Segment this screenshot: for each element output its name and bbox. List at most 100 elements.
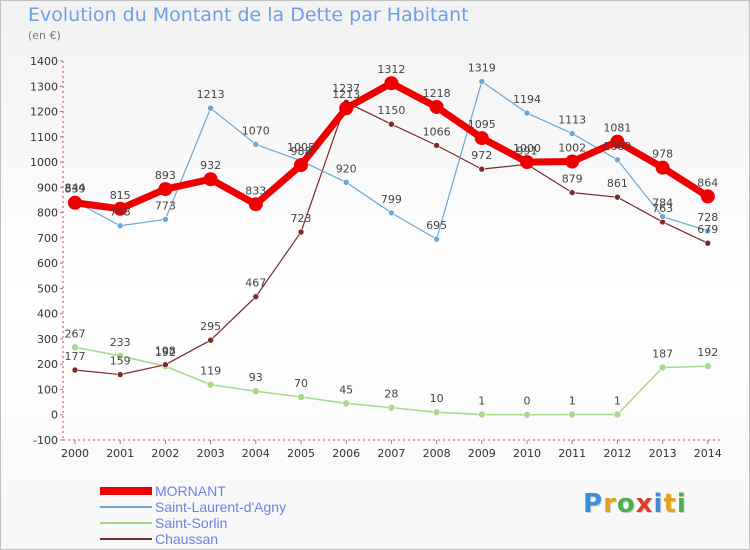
legend-item-saint-sorlin: Saint-Sorlin <box>100 515 400 531</box>
data-point-chaussan <box>297 228 305 236</box>
data-label-chaussan: 1066 <box>423 125 451 138</box>
data-point-saint-sorlin <box>613 410 622 419</box>
data-point-mornant <box>565 154 580 169</box>
data-label-saint-laurent-d-agny: 1319 <box>468 61 496 74</box>
data-point-mornant <box>203 172 218 187</box>
data-label-mornant: 833 <box>245 184 266 197</box>
data-label-saint-laurent-d-agny: 728 <box>697 211 718 224</box>
data-label-mornant: 1000 <box>513 142 541 155</box>
data-point-mornant <box>610 134 625 149</box>
data-label-mornant: 988 <box>291 145 312 158</box>
legend-item-saint-laurent-d-agny: Saint-Laurent-d'Agny <box>100 499 400 515</box>
data-point-saint-laurent-d-agny <box>252 141 260 148</box>
legend: MORNANT Saint-Laurent-d'Agny Saint-Sorli… <box>100 483 400 547</box>
data-point-saint-laurent-d-agny <box>523 109 531 117</box>
data-label-mornant: 893 <box>155 169 176 182</box>
data-point-saint-laurent-d-agny <box>116 222 124 230</box>
data-label-mornant: 1218 <box>423 87 451 100</box>
proxiti-logo: Proxiti <box>583 489 687 519</box>
legend-label-saint-laurent-d-agny: Saint-Laurent-d'Agny <box>155 499 287 515</box>
data-point-saint-laurent-d-agny <box>433 235 440 243</box>
data-label-mornant: 864 <box>697 176 718 189</box>
data-point-saint-sorlin <box>342 399 351 408</box>
y-tick-label: 1400 <box>30 55 58 68</box>
data-point-saint-laurent-d-agny <box>207 104 214 112</box>
data-label-mornant: 1095 <box>468 118 496 131</box>
data-point-saint-sorlin <box>658 363 667 372</box>
y-tick-label: 1100 <box>30 131 58 144</box>
data-label-saint-sorlin: 1 <box>478 394 485 407</box>
data-point-saint-laurent-d-agny <box>614 156 621 164</box>
data-label-saint-sorlin: 233 <box>110 336 131 349</box>
data-point-saint-sorlin <box>297 393 305 401</box>
y-tick-label: 100 <box>37 383 58 396</box>
data-label-saint-sorlin: 10 <box>430 392 444 405</box>
data-label-chaussan: 1237 <box>332 82 360 95</box>
data-label-chaussan: 679 <box>697 223 718 236</box>
legend-swatch-saint-sorlin <box>100 522 152 524</box>
data-label-mornant: 932 <box>200 159 221 172</box>
data-point-mornant <box>339 101 354 116</box>
legend-label-chaussan: Chaussan <box>155 531 219 547</box>
data-label-mornant: 1002 <box>558 142 586 155</box>
data-label-mornant: 1081 <box>603 122 631 135</box>
x-tick-label: 2004 <box>242 447 270 460</box>
data-label-saint-sorlin: 192 <box>697 346 718 359</box>
x-tick-label: 2011 <box>558 447 586 460</box>
data-point-saint-sorlin <box>116 352 124 360</box>
data-label-saint-laurent-d-agny: 695 <box>426 219 447 232</box>
data-point-saint-laurent-d-agny <box>162 216 169 223</box>
x-tick-label: 2001 <box>106 447 134 460</box>
chart-title: Evolution du Montant de la Dette par Hab… <box>28 4 469 26</box>
data-label-mornant: 815 <box>110 189 131 202</box>
data-point-chaussan <box>433 142 440 149</box>
data-label-saint-sorlin: 119 <box>200 365 221 378</box>
x-tick-label: 2009 <box>468 447 496 460</box>
data-label-chaussan: 972 <box>471 149 492 162</box>
data-label-saint-laurent-d-agny: 1194 <box>513 93 541 106</box>
x-tick-label: 2007 <box>377 447 405 460</box>
data-label-mornant: 1312 <box>377 63 405 76</box>
data-label-chaussan: 861 <box>607 177 628 190</box>
data-point-saint-laurent-d-agny <box>568 130 576 137</box>
data-label-chaussan: 177 <box>65 350 86 363</box>
data-label-mornant: 1213 <box>332 88 360 101</box>
y-tick-label: 500 <box>37 282 58 295</box>
data-label-mornant: 978 <box>652 148 673 161</box>
y-tick-label: 1300 <box>30 80 58 93</box>
data-label-chaussan: 295 <box>200 320 221 333</box>
y-tick-label: 900 <box>37 181 58 194</box>
data-point-saint-laurent-d-agny <box>659 213 666 220</box>
data-point-mornant <box>68 195 82 210</box>
data-point-mornant <box>248 197 263 212</box>
data-label-saint-laurent-d-agny: 1070 <box>242 124 270 137</box>
data-point-mornant <box>158 182 173 197</box>
data-label-saint-laurent-d-agny: 1005 <box>287 141 315 154</box>
data-label-saint-sorlin: 1 <box>614 394 621 407</box>
legend-item-chaussan: Chaussan <box>100 531 400 547</box>
data-label-saint-laurent-d-agny: 784 <box>652 197 673 210</box>
series-mornant <box>68 76 715 216</box>
y-tick-label: -100 <box>33 434 58 447</box>
data-point-saint-sorlin <box>71 343 79 352</box>
y-tick-label: 800 <box>37 207 58 220</box>
data-label-chaussan: 991 <box>517 144 538 157</box>
data-point-chaussan <box>252 293 260 301</box>
data-point-saint-sorlin <box>703 362 712 371</box>
data-label-saint-sorlin: 267 <box>65 327 86 340</box>
data-label-saint-laurent-d-agny: 799 <box>381 193 402 206</box>
data-label-saint-sorlin: 187 <box>652 347 673 360</box>
data-point-chaussan <box>116 371 124 378</box>
x-tick-label: 2000 <box>61 447 89 460</box>
y-tick-label: 1200 <box>30 106 58 119</box>
data-label-mornant: 839 <box>65 183 86 196</box>
data-label-saint-sorlin: 1 <box>569 394 576 407</box>
y-tick-label: 1000 <box>30 156 58 169</box>
data-point-mornant <box>294 158 308 173</box>
data-point-mornant <box>113 201 128 216</box>
series-layer <box>68 76 715 419</box>
data-point-saint-sorlin <box>523 410 531 419</box>
data-label-saint-laurent-d-agny: 844 <box>65 181 86 194</box>
data-point-saint-sorlin <box>252 387 260 396</box>
legend-swatch-chaussan <box>100 538 152 540</box>
